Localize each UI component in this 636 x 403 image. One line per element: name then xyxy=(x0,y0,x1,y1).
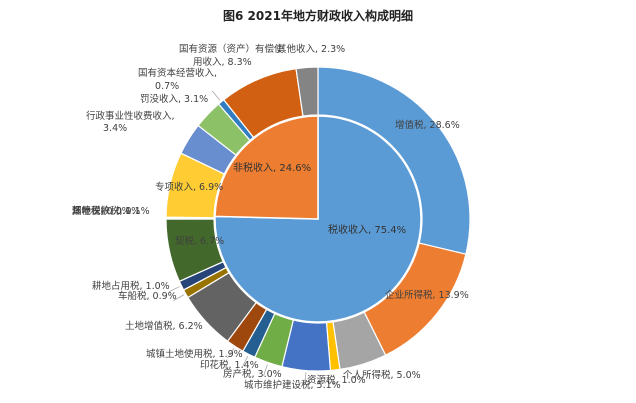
outer-label-8: 土地增值税, 6.2% xyxy=(125,320,203,332)
leader-9 xyxy=(173,294,185,301)
outer-label-9: 车船税, 0.9% xyxy=(118,290,177,302)
outer-label-13: 环境保护税, 0.1% xyxy=(72,205,150,217)
leader-18 xyxy=(211,90,221,101)
outer-label-6: 印花税, 1.4% xyxy=(200,359,259,371)
outer-label-0: 增值税, 28.6% xyxy=(395,119,460,131)
leader-5 xyxy=(263,364,268,376)
outer-label-2: 个人所得税, 5.0% xyxy=(343,369,421,381)
outer-label-15: 专项收入, 6.9% xyxy=(155,181,223,193)
outer-label-19: 国有资源（资产）有偿使用收入, 8.3% xyxy=(179,43,284,68)
leader-4 xyxy=(304,372,307,385)
slice-labels: 增值税, 28.6% 企业所得税, 13.9% 个人所得税, 5.0%资源税, 1.… xyxy=(72,43,469,391)
outer-label-12: 烟叶税, 0.0% xyxy=(72,205,131,217)
outer-label-10: 耕地占用税, 1.0% xyxy=(92,280,170,292)
outer-label-7: 城镇土地使用税, 1.9% xyxy=(146,348,243,360)
outer-label-1: 企业所得税, 13.9% xyxy=(385,289,469,301)
inner-label-0: 税收收入, 75.4% xyxy=(328,223,406,236)
outer-label-11: 契税, 6.7% xyxy=(175,235,224,247)
outer-label-20: 其他收入, 2.3% xyxy=(277,43,345,55)
inner-label-1: 非税收入, 24.6% xyxy=(233,161,311,174)
outer-label-5: 房产税, 3.0% xyxy=(223,368,282,380)
outer-label-18: 国有资本经营收入, 0.7% xyxy=(138,67,217,92)
leader-7 xyxy=(227,347,235,359)
leader-10 xyxy=(168,286,180,293)
outer-label-16: 行政事业性收费收入, 3.4% xyxy=(86,110,175,134)
outer-ring xyxy=(165,66,471,372)
inner-ring xyxy=(214,115,422,323)
outer-slice-20 xyxy=(295,66,319,117)
leader-lines xyxy=(168,90,307,385)
outer-label-14: 其他税收, 0.1% xyxy=(72,205,140,217)
outer-label-17: 罚没收入, 3.1% xyxy=(140,93,208,105)
inner-slice-1 xyxy=(214,115,319,220)
chart-title: 图6 2021年地方财政收入构成明细 xyxy=(223,8,413,23)
leader-6 xyxy=(242,355,249,367)
outer-label-3: 资源税, 1.0% xyxy=(307,374,366,386)
outer-label-4: 城市维护建设税, 5.1% xyxy=(244,379,341,391)
